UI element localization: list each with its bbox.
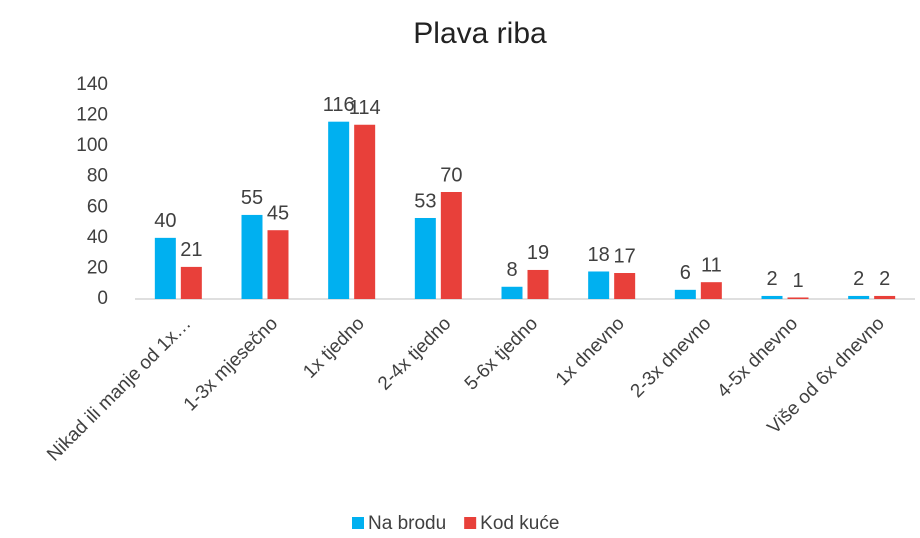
data-label: 8 (506, 259, 517, 281)
data-label: 2 (766, 268, 777, 290)
data-label: 21 (180, 239, 202, 261)
bar (527, 269, 549, 299)
bar (674, 289, 696, 299)
bar (588, 271, 610, 299)
data-label: 70 (440, 164, 462, 186)
y-tick-label: 60 (87, 196, 108, 217)
data-label: 53 (414, 190, 436, 212)
data-label: 45 (267, 202, 289, 224)
legend-swatch (464, 517, 477, 529)
y-tick-label: 80 (87, 166, 108, 187)
bar (501, 286, 523, 299)
bar (848, 295, 870, 299)
data-label: 6 (680, 262, 691, 284)
x-tick-label: 5-6x tjedno (461, 313, 542, 394)
y-tick-label: 120 (76, 105, 108, 126)
x-tick-label: 1x tjedno (299, 313, 368, 382)
bar (440, 192, 462, 299)
bar (154, 237, 176, 299)
data-label: 116 (323, 94, 355, 116)
x-tick-label: Nikad ili manje od 1x… (43, 313, 195, 465)
y-tick-label: 100 (76, 135, 108, 156)
y-tick-label: 0 (97, 288, 108, 309)
bar (328, 121, 350, 299)
y-tick-label: 140 (76, 74, 108, 95)
bar (267, 230, 289, 299)
bar (180, 266, 202, 299)
data-label: 40 (154, 210, 176, 232)
bar (241, 214, 263, 299)
data-label: 17 (614, 245, 636, 267)
data-label: 19 (527, 242, 549, 264)
legend-swatch (352, 517, 364, 529)
legend-label: Na brodu (368, 513, 446, 534)
data-label: 114 (349, 97, 381, 119)
data-label: 18 (588, 244, 610, 266)
bar (761, 295, 783, 299)
bar (614, 273, 636, 299)
bar (700, 282, 722, 299)
y-tick-label: 20 (87, 257, 108, 278)
x-tick-label: 4-5x dnevno (713, 313, 802, 402)
legend-label: Kod kuće (480, 513, 559, 534)
x-tick-label: 2-4x tjedno (374, 313, 455, 394)
bar (414, 217, 436, 299)
data-label: 55 (241, 187, 263, 209)
x-tick-label: 1x dnevno (552, 313, 629, 390)
data-label: 1 (792, 270, 803, 292)
bar (787, 297, 809, 299)
x-tick-label: 1-3x mjesečno (180, 313, 282, 415)
bar (874, 295, 896, 299)
x-tick-label: 2-3x dnevno (627, 313, 716, 402)
data-label: 2 (853, 268, 864, 290)
data-label: 2 (879, 268, 890, 290)
data-label: 11 (701, 254, 722, 276)
y-tick-label: 40 (87, 227, 108, 248)
chart-title: Plava riba (413, 17, 547, 50)
bar (354, 124, 376, 299)
